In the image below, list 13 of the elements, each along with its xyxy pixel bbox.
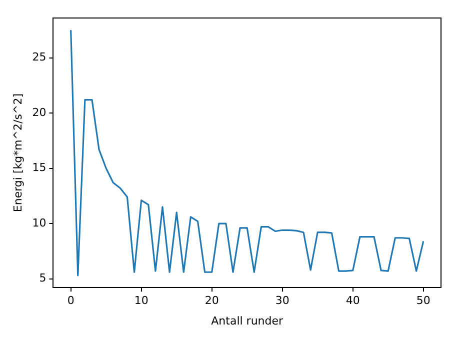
y-tick-label: 20 (32, 106, 46, 119)
x-tick-label: 10 (134, 294, 148, 308)
x-tick-label: 50 (416, 294, 430, 308)
x-tick-label: 30 (275, 294, 290, 308)
y-tick-label: 5 (39, 272, 46, 285)
y-tick-label: 15 (32, 161, 46, 174)
y-tick-label: 10 (32, 216, 46, 230)
x-tick-label: 0 (67, 294, 74, 308)
y-tick-label: 25 (32, 50, 46, 64)
y-axis-title: Energi [kg*m^2/s^2] (11, 94, 24, 212)
x-tick-label: 40 (346, 294, 360, 308)
x-axis-title: Antall runder (211, 314, 284, 328)
x-tick-label: 20 (204, 294, 219, 308)
